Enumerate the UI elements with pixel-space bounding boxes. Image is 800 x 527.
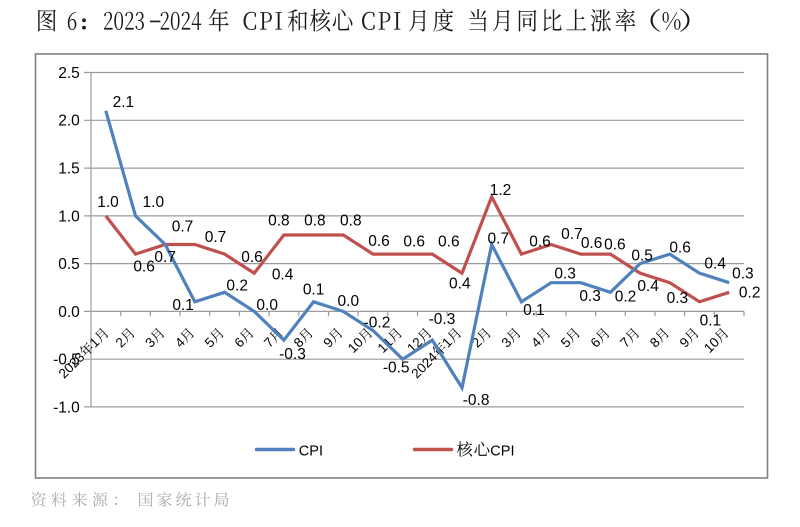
svg-text:0.3: 0.3: [579, 288, 601, 305]
svg-text:0.0: 0.0: [58, 304, 80, 321]
svg-text:0.1: 0.1: [303, 282, 325, 299]
svg-text:1.5: 1.5: [58, 161, 80, 178]
svg-text:0.3: 0.3: [667, 290, 689, 307]
svg-text:-0.3: -0.3: [279, 346, 306, 363]
svg-text:2.0: 2.0: [58, 113, 80, 130]
svg-text:1.2: 1.2: [490, 182, 512, 199]
svg-text:-0.2: -0.2: [364, 315, 391, 332]
svg-text:0.3: 0.3: [554, 265, 576, 282]
svg-text:CPI: CPI: [299, 443, 323, 459]
svg-text:0.0: 0.0: [256, 297, 278, 314]
svg-text:-1.0: -1.0: [53, 399, 80, 416]
svg-text:-0.5: -0.5: [383, 360, 410, 377]
svg-text:0.6: 0.6: [604, 237, 626, 254]
svg-text:CPI: CPI: [490, 443, 514, 459]
svg-text:0.4: 0.4: [704, 256, 726, 273]
svg-text:0.2: 0.2: [226, 278, 248, 295]
svg-text:0.2: 0.2: [739, 284, 761, 301]
svg-text:-0.8: -0.8: [463, 392, 490, 409]
svg-text:0.5: 0.5: [58, 256, 80, 273]
svg-text:1.0: 1.0: [143, 194, 165, 211]
svg-text:0.5: 0.5: [631, 247, 653, 264]
svg-text:0.6: 0.6: [529, 234, 551, 251]
svg-text:0.7: 0.7: [205, 229, 227, 246]
svg-text:0.4: 0.4: [637, 278, 659, 295]
svg-text:0.1: 0.1: [172, 297, 194, 314]
svg-text:0.6: 0.6: [581, 235, 603, 252]
svg-text:0.0: 0.0: [338, 293, 360, 310]
svg-text:0.8: 0.8: [340, 213, 362, 230]
svg-text:0.2: 0.2: [615, 289, 637, 306]
svg-text:0.6: 0.6: [438, 233, 460, 250]
svg-text:0.7: 0.7: [561, 226, 583, 243]
svg-text:0.4: 0.4: [272, 266, 294, 283]
svg-text:0.6: 0.6: [241, 249, 263, 266]
svg-text:0.6: 0.6: [133, 258, 155, 275]
svg-text:0.1: 0.1: [523, 302, 545, 319]
svg-text:0.7: 0.7: [154, 249, 176, 266]
svg-text:0.8: 0.8: [268, 213, 290, 230]
svg-text:0.4: 0.4: [449, 276, 471, 293]
svg-text:-0.3: -0.3: [429, 311, 456, 328]
svg-text:-0.5: -0.5: [53, 352, 80, 369]
svg-text:1.0: 1.0: [97, 194, 119, 211]
svg-text:0.7: 0.7: [488, 231, 510, 248]
svg-text:1.0: 1.0: [58, 208, 80, 225]
svg-text:0.1: 0.1: [700, 313, 722, 330]
svg-text:0.6: 0.6: [669, 239, 691, 256]
svg-text:0.3: 0.3: [732, 266, 754, 283]
svg-text:0.8: 0.8: [304, 213, 326, 230]
svg-text:0.6: 0.6: [368, 233, 390, 250]
svg-text:0.7: 0.7: [172, 219, 194, 236]
svg-text:2.5: 2.5: [58, 65, 80, 82]
svg-text:2.1: 2.1: [113, 94, 135, 111]
svg-text:0.6: 0.6: [403, 233, 425, 250]
